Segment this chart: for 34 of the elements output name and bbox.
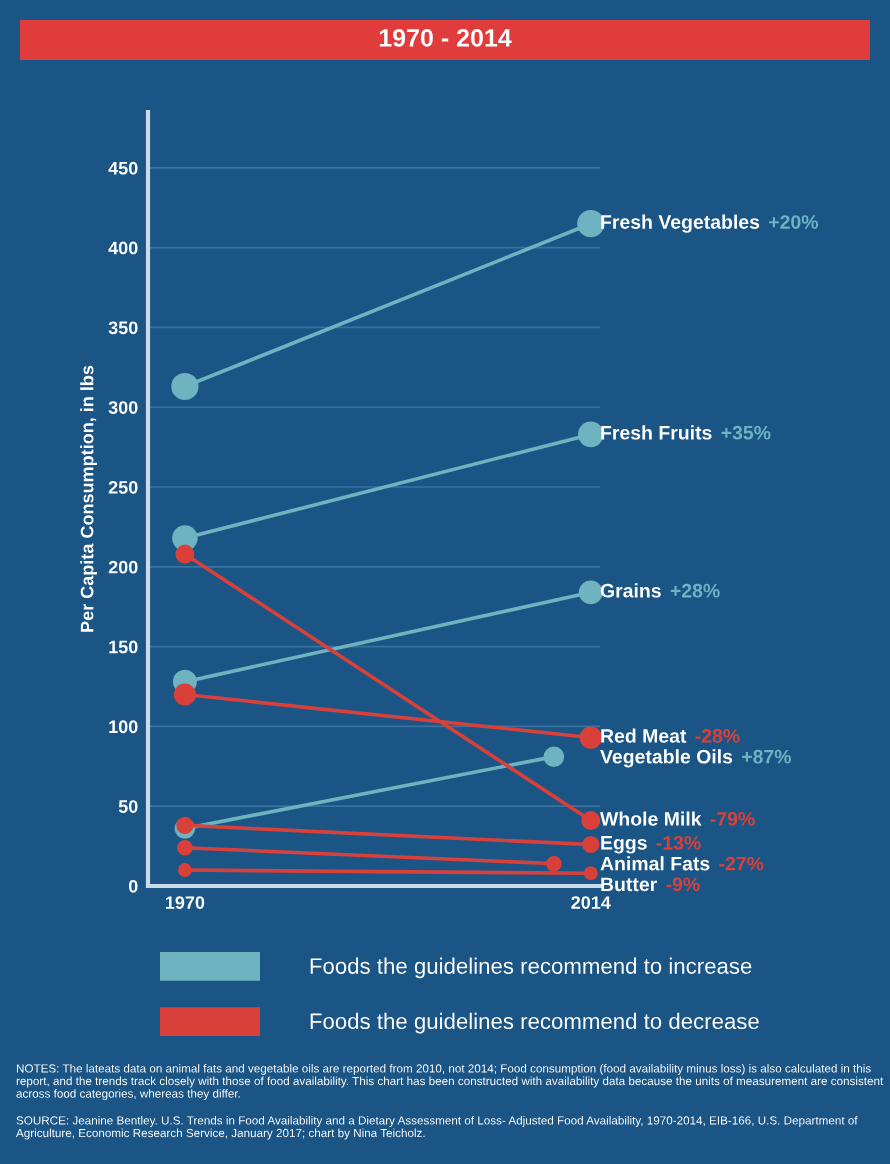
text: -13% — [656, 835, 701, 850]
chart-title: 1970 - 2014 — [379, 29, 512, 47]
y-tick-label: 100 — [109, 720, 138, 734]
y-axis-title: Per Capita Consumption, in lbs — [80, 365, 98, 632]
text: +28% — [670, 583, 720, 598]
text: -9% — [666, 877, 700, 892]
text: Animal Fats — [600, 856, 710, 871]
series-label: Grains — [600, 583, 661, 598]
series-label: Fresh Vegetables — [601, 214, 760, 233]
y-tick-label: 200 — [108, 560, 138, 574]
series-label: Vegetable Oils — [600, 749, 733, 768]
text: +87% — [742, 749, 792, 764]
text: -28% — [695, 729, 740, 743]
series-label: Fresh Fruits — [601, 425, 712, 440]
series-label: Red Meat — [601, 728, 687, 743]
y-tick-label: 300 — [108, 401, 138, 414]
y-tick-label: 250 — [108, 480, 138, 494]
text: Foods the guidelines recommend to decrease — [310, 1012, 759, 1034]
y-tick-label: 150 — [109, 640, 138, 654]
y-tick-label: 350 — [108, 321, 138, 335]
text: Foods the guidelines recommend to increase — [310, 957, 752, 979]
x-tick-label: 1970 — [165, 896, 205, 909]
text: -27% — [719, 856, 764, 871]
y-tick-label: 400 — [108, 241, 138, 255]
series-label: Eggs — [601, 836, 647, 854]
y-tick-label: 450 — [108, 161, 138, 175]
y-tick-label: 0 — [128, 879, 138, 893]
x-tick-label: 2014 — [571, 896, 611, 909]
y-tick-label: 50 — [118, 800, 138, 813]
text: +20% — [769, 215, 819, 229]
text: -79% — [710, 812, 755, 826]
series-label: Butter — [601, 877, 657, 892]
text: +35% — [721, 425, 771, 440]
series-label: Whole Milk — [600, 811, 702, 826]
